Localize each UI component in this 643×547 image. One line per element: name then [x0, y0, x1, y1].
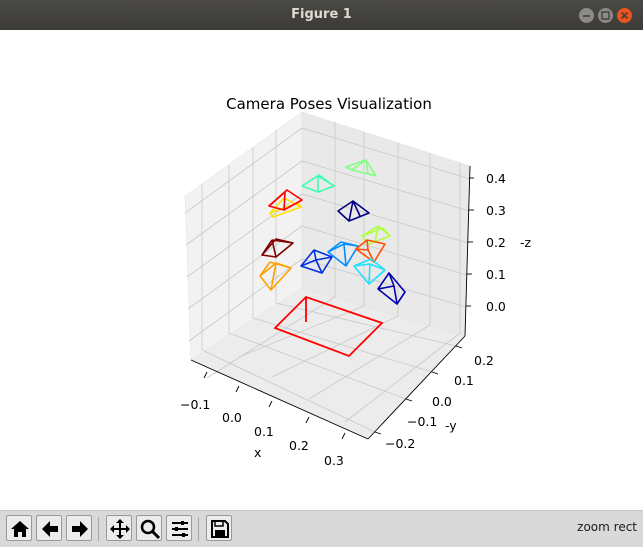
window-title: Figure 1	[291, 7, 352, 22]
plot-canvas[interactable]: Camera Poses Visualization −0.1 0.0 0.1 …	[0, 30, 643, 510]
y-tick-label: −0.2	[385, 436, 415, 451]
camera-pose	[259, 261, 292, 291]
camera-pose	[327, 241, 359, 267]
z-axis-label: -z	[520, 235, 532, 250]
x-tick-labels: −0.1 0.0 0.1 0.2 0.3	[180, 397, 344, 468]
maximize-button[interactable]	[598, 8, 613, 23]
z-axis-label-text: z	[525, 235, 532, 250]
camera-pose	[345, 159, 377, 177]
plot-title: Camera Poses Visualization	[226, 95, 432, 113]
close-button[interactable]	[617, 8, 632, 23]
save-button[interactable]	[206, 515, 232, 541]
home-button[interactable]	[6, 515, 32, 541]
window-titlebar[interactable]: Figure 1	[0, 0, 643, 30]
navigation-toolbar: zoom rect	[0, 510, 643, 547]
home-icon	[11, 521, 29, 537]
axis-lines	[190, 165, 471, 440]
z-tick-label: 0.3	[486, 203, 506, 218]
z-tick-label: 0.4	[486, 171, 506, 186]
z-tick-label: 0.2	[486, 235, 506, 250]
camera-pose	[353, 258, 386, 285]
toolbar-status-message: zoom rect	[577, 520, 637, 534]
camera-pose	[377, 272, 406, 305]
grid-lines	[184, 122, 471, 433]
y-tick-labels: 0.2 0.1 0.0 −0.1 −0.2	[385, 353, 494, 451]
x-tick-label: 0.2	[289, 438, 309, 453]
maximize-icon	[601, 11, 610, 20]
forward-icon	[72, 521, 88, 537]
zoom-button[interactable]	[136, 515, 162, 541]
configure-subplots-icon	[172, 521, 188, 537]
y-tick-label: 0.0	[432, 394, 452, 409]
pan-icon	[110, 519, 130, 539]
zoom-icon	[140, 519, 161, 540]
save-icon	[211, 520, 229, 538]
x-tick-label: 0.1	[254, 424, 274, 439]
back-button[interactable]	[36, 515, 62, 541]
plot-3d-axes: Camera Poses Visualization −0.1 0.0 0.1 …	[180, 95, 532, 468]
camera-pose	[355, 239, 386, 263]
y-axis-label: -y	[445, 418, 457, 433]
x-tick-label: 0.0	[222, 410, 242, 425]
camera-pose	[300, 249, 333, 274]
axis-ticks	[203, 177, 474, 440]
configure-subplots-button[interactable]	[166, 515, 192, 541]
y-tick-label: 0.1	[454, 373, 474, 388]
y-tick-label: −0.1	[407, 414, 437, 429]
x-tick-label: 0.3	[324, 453, 344, 468]
x-axis-label: x	[254, 445, 261, 460]
forward-button[interactable]	[66, 515, 92, 541]
camera-pose	[269, 197, 302, 218]
toolbar-separator	[198, 517, 199, 541]
reference-frame	[273, 295, 384, 358]
z-tick-label: 0.0	[486, 299, 506, 314]
z-tick-labels: 0.4 0.3 0.2 0.1 0.0	[486, 171, 506, 314]
back-icon	[42, 521, 58, 537]
camera-pose	[268, 189, 303, 211]
y-tick-label: 0.2	[474, 353, 494, 368]
minimize-button[interactable]	[579, 8, 594, 23]
z-tick-label: 0.1	[486, 267, 506, 282]
camera-pose	[337, 200, 370, 222]
camera-pose	[301, 174, 335, 193]
y-axis-label-text: y	[449, 418, 457, 433]
toolbar-separator	[98, 517, 99, 541]
camera-pose	[261, 238, 294, 258]
camera-frustums	[259, 159, 406, 305]
minimize-icon	[583, 15, 590, 17]
pan-button[interactable]	[106, 515, 132, 541]
close-icon	[620, 11, 629, 20]
x-tick-label: −0.1	[180, 397, 210, 412]
